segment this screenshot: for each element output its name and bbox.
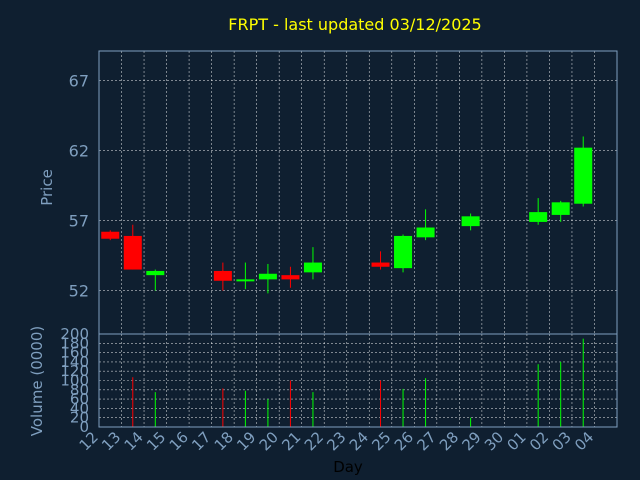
candle-body	[258, 273, 277, 280]
volume-tick-label: 180	[60, 334, 89, 352]
price-tick-label: 57	[69, 212, 89, 231]
price-candles	[101, 136, 593, 294]
volume-tick-label: 200	[60, 325, 89, 343]
volume-tick-label: 160	[60, 344, 89, 362]
volume-tick-label: 20	[70, 409, 89, 427]
x-axis-ticks: 1213141516171819202122232425262728293001…	[76, 428, 598, 454]
price-grid	[99, 51, 617, 334]
candle-body	[213, 270, 232, 281]
price-axis-ticks: 52 57 62 67	[69, 71, 89, 300]
price-tick-label: 67	[69, 71, 89, 90]
volume-tick-label: 60	[70, 390, 89, 408]
candle-body	[236, 279, 255, 282]
candle-body	[394, 235, 413, 269]
volume-tick-label: 120	[60, 362, 89, 380]
candle-body	[303, 262, 322, 273]
volume-tick-label: 0	[79, 418, 89, 436]
candle-body	[416, 227, 435, 238]
volume-axis-label: Volume (0000)	[28, 326, 46, 436]
candle-body	[146, 270, 165, 276]
volume-tick-label: 80	[70, 381, 89, 399]
candle-body	[281, 275, 300, 280]
candle-body	[371, 262, 390, 267]
candle-body	[123, 235, 142, 270]
candle-body	[529, 212, 548, 222]
volume-tick-label: 100	[60, 372, 89, 390]
volume-panel-frame	[98, 333, 618, 428]
candle-body	[574, 147, 593, 204]
price-tick-label: 62	[69, 141, 89, 160]
candle-body	[461, 216, 480, 227]
chart-title: FRPT - last updated 03/12/2025	[228, 15, 481, 34]
candle-body	[101, 231, 120, 239]
volume-tick-label: 140	[60, 353, 89, 371]
candle-body	[551, 202, 570, 215]
x-axis-label: Day	[333, 458, 363, 476]
volume-grid	[99, 334, 617, 427]
volume-tick-label: 40	[70, 399, 89, 417]
price-tick-label: 52	[69, 282, 89, 301]
volume-bars	[132, 338, 584, 427]
price-axis-label: Price	[38, 169, 56, 206]
